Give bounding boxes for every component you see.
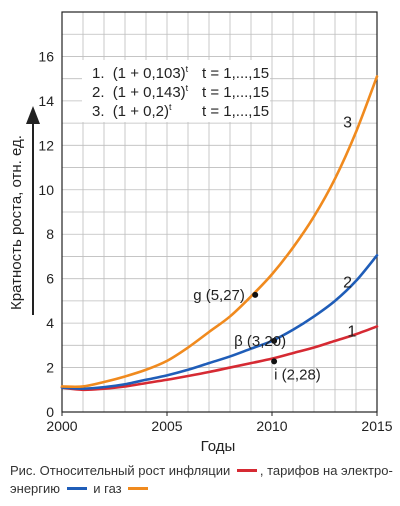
- x-tick-label: 2015: [361, 418, 392, 434]
- series-label-1: 1: [347, 323, 356, 340]
- caption-text-1: Относительный рост инфляции: [36, 463, 234, 478]
- y-tick-label: 4: [46, 315, 54, 331]
- y-axis-label-group: Кратность роста, отн. ед.: [8, 106, 40, 315]
- point-label: i (2,28): [274, 366, 321, 383]
- y-tick-label: 16: [38, 48, 54, 64]
- y-axis-arrowhead: [26, 106, 40, 124]
- y-tick-label: 0: [46, 404, 54, 420]
- figure-caption: Рис. Относительный рост инфляции , тариф…: [10, 462, 394, 498]
- series-label-2: 2: [343, 275, 352, 292]
- swatch-blue: [66, 487, 87, 491]
- plot-frame: [61, 11, 378, 413]
- highlight-points: g (5,27) β (3,20) i (2,28): [193, 287, 321, 383]
- y-tick-labels: 0 2 4 6 8 10 12 14 16: [38, 48, 54, 420]
- swatch-red: [236, 469, 257, 473]
- point-label: g (5,27): [193, 287, 245, 304]
- x-tick-labels: 2000 2005 2010 2015: [46, 412, 393, 434]
- series-lines: 1 2 3: [60, 75, 379, 392]
- series-line-3: [60, 75, 379, 389]
- y-tick-label: 2: [46, 360, 54, 376]
- formula-box: [82, 60, 270, 122]
- x-tick-label: 2010: [256, 418, 287, 434]
- caption-text-3: и газ: [89, 481, 126, 496]
- point-label: β (3,20): [234, 333, 286, 350]
- y-tick-label: 6: [46, 271, 54, 287]
- highlight-point: [271, 358, 278, 365]
- y-tick-label: 12: [38, 137, 54, 153]
- x-tick-label: 2005: [151, 418, 182, 434]
- series-label-3: 3: [343, 115, 352, 132]
- y-tick-label: 8: [46, 226, 54, 242]
- formula-legend: 1. (1 + 0,103)t t = 1,...,15 2. (1 + 0,14…: [82, 60, 270, 122]
- y-tick-label: 14: [38, 93, 54, 109]
- formula-1: 1. (1 + 0,103)t t = 1,...,15: [92, 64, 269, 82]
- highlight-point: [252, 291, 259, 298]
- formula-2: 2. (1 + 0,143)t t = 1,...,15: [92, 83, 269, 101]
- formula-3: 3. (1 + 0,2)t t = 1,...,15: [92, 102, 269, 120]
- caption-lead: Рис.: [10, 463, 37, 478]
- highlight-point: [271, 337, 278, 344]
- caption-text-2: , тарифов на электро-энергию: [10, 463, 393, 496]
- swatch-orange: [128, 487, 149, 491]
- x-axis-label: Годы: [201, 438, 236, 455]
- y-axis-label: Кратность роста, отн. ед.: [8, 135, 25, 310]
- series-line-2: [60, 254, 379, 390]
- y-tick-label: 10: [38, 182, 54, 198]
- x-tick-label: 2000: [46, 418, 77, 434]
- series-line-1: [60, 325, 379, 392]
